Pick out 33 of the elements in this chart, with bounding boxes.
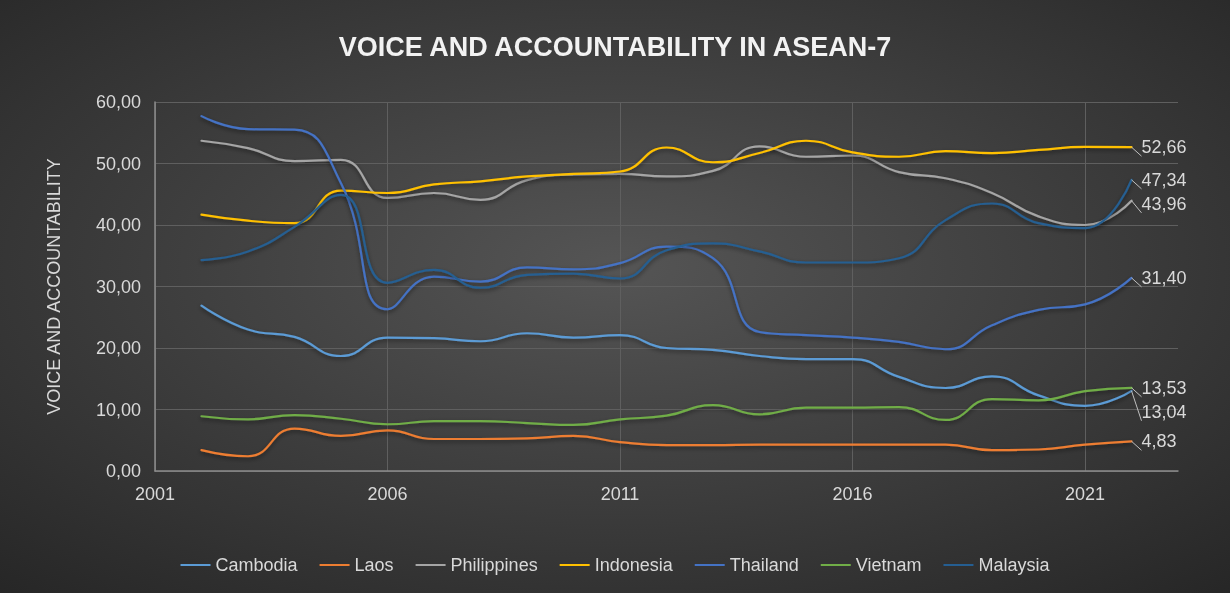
data-label: 13,04 [1141,401,1187,422]
y-tick-label: 20,00 [95,338,141,358]
x-tick-label: 2021 [1064,484,1106,504]
y-tick-label: 60,00 [95,92,141,112]
data-label: 13,53 [1141,377,1187,398]
line-series [200,386,1133,426]
data-label: 43,96 [1141,193,1187,214]
legend-label: Thailand [729,555,799,575]
y-tick-label: 10,00 [95,399,141,420]
data-label: 47,34 [1141,169,1187,190]
line-series [200,178,1133,289]
legend-label: Vietnam [855,555,922,575]
line-series [200,427,1133,458]
data-label: 52,66 [1141,137,1187,158]
data-label: 31,40 [1141,267,1187,288]
y-tick-label: 0,00 [105,461,141,481]
chart-title: VOICE AND ACCOUNTABILITY IN ASEAN-7 [338,31,892,62]
y-axis-title: VOICE AND ACCOUNTABILITY [44,158,64,415]
y-tick-label: 40,00 [95,215,141,235]
legend-label: Indonesia [594,555,674,575]
x-tick-label: 2011 [600,484,640,504]
x-tick-label: 2001 [134,484,176,504]
line-series [200,304,1133,407]
data-label: 4,83 [1141,431,1177,452]
legend-label: Malaysia [978,555,1051,575]
legend-label: Cambodia [215,555,299,575]
x-tick-label: 2006 [367,484,408,504]
legend-label: Laos [354,555,394,575]
legend-label: Philippines [450,555,538,575]
y-tick-label: 30,00 [95,276,141,297]
line-series [200,115,1133,351]
y-tick-label: 50,00 [95,153,141,174]
x-tick-label: 2016 [832,484,873,504]
